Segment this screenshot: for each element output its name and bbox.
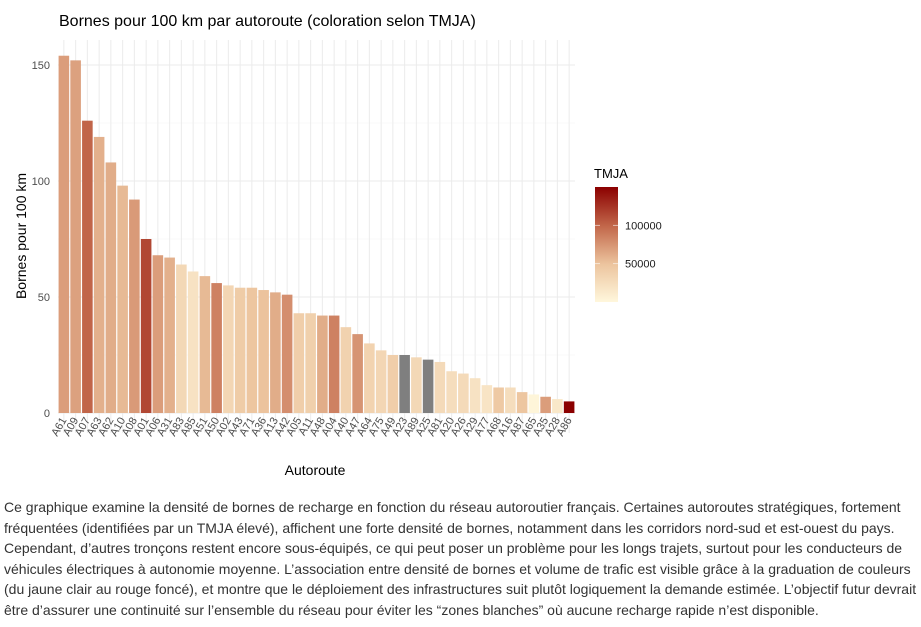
bar-a43	[234, 287, 246, 413]
bar-a23	[399, 355, 410, 413]
bar-a83	[176, 264, 187, 413]
bar-a02	[223, 285, 234, 413]
bar-a08	[129, 199, 140, 413]
bar-a87	[516, 392, 528, 413]
legend: TMJA 50000 100000	[594, 166, 662, 302]
bar-a07	[82, 120, 93, 414]
y-tick-label: 150	[32, 60, 50, 72]
bar-a04	[328, 315, 340, 413]
legend-tick-label: 100000	[625, 220, 662, 232]
bar-a71	[246, 287, 258, 413]
bar-a81	[434, 361, 446, 413]
bar-a48	[317, 315, 328, 413]
bar-a47	[352, 334, 363, 413]
bar-a29	[469, 378, 481, 413]
bar-a25	[422, 359, 434, 413]
bar-a64	[364, 343, 375, 413]
legend-colorbar	[595, 187, 618, 302]
bar-a01	[140, 239, 152, 413]
x-axis-title: Autoroute	[285, 462, 346, 478]
bar-a61	[58, 55, 70, 413]
legend-title: TMJA	[594, 166, 628, 181]
bar-a75	[375, 350, 387, 413]
y-tick-label: 50	[38, 292, 50, 304]
bar-a31	[164, 257, 175, 413]
bar-a40	[340, 327, 352, 413]
bar-a09	[70, 60, 81, 414]
bar-a20	[446, 371, 457, 413]
y-tick-label: 0	[44, 408, 50, 420]
bar-a13	[270, 292, 281, 413]
bar-a89	[411, 357, 422, 413]
bar-a85	[187, 271, 199, 413]
bar-a36	[258, 290, 269, 413]
bar-a06	[152, 255, 164, 413]
bar-a10	[117, 185, 128, 413]
bar-a68	[493, 387, 504, 413]
bar-a42	[281, 294, 293, 413]
y-tick-label: 100	[32, 176, 50, 188]
legend-tick-label: 50000	[625, 259, 656, 271]
bar-a49	[387, 355, 399, 413]
bar-a26	[458, 373, 469, 413]
bar-a35	[540, 396, 551, 413]
bar-a05	[293, 313, 305, 413]
chart-title: Bornes pour 100 km par autoroute (colora…	[59, 13, 476, 30]
bar-a63	[93, 136, 105, 414]
bar-a50	[211, 283, 222, 413]
y-axis-title: Bornes pour 100 km	[13, 173, 29, 299]
bar-a62	[105, 162, 117, 413]
bar-a77	[481, 385, 493, 413]
bar-a65	[528, 394, 540, 413]
bar-a11	[305, 313, 316, 413]
bar-a51	[199, 276, 211, 413]
bar-chart: Bornes pour 100 km par autoroute (colora…	[13, 13, 662, 478]
bar-a28	[552, 399, 563, 413]
y-axis-ticks: 0 50 100 150	[32, 60, 50, 420]
bar-a16	[505, 387, 516, 413]
x-axis-ticks: A61A09A07A63A62A10A08A01A06A31A83A85A51A…	[49, 416, 574, 439]
chart-caption: Ce graphique examine la densité de borne…	[4, 499, 917, 618]
bars	[58, 55, 575, 414]
bar-a86	[563, 401, 575, 413]
